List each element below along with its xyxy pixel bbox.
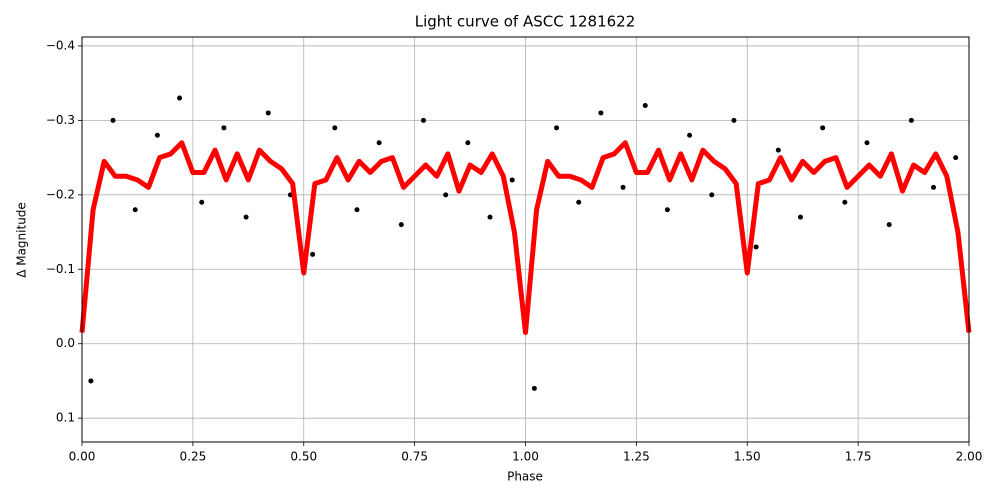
data-point	[953, 155, 959, 161]
data-point	[354, 207, 360, 213]
y-tick-label: −0.2	[46, 187, 75, 201]
x-tick-label: 1.50	[734, 450, 761, 464]
data-point	[443, 192, 449, 198]
y-tick-label: −0.4	[46, 38, 75, 52]
data-point	[642, 102, 648, 108]
x-tick-label: 1.25	[623, 450, 650, 464]
data-point	[88, 378, 94, 384]
data-point	[465, 140, 471, 146]
data-point	[886, 222, 892, 228]
data-point	[332, 125, 338, 131]
data-point	[864, 140, 870, 146]
data-point	[376, 140, 382, 146]
data-point	[775, 147, 781, 153]
data-point	[110, 117, 116, 123]
data-point	[310, 251, 316, 257]
data-point	[554, 125, 560, 131]
x-tick-label: 0.25	[180, 450, 207, 464]
y-tick-label: −0.1	[46, 262, 75, 276]
model-line	[79, 140, 972, 336]
x-tick-label: 1.00	[512, 450, 539, 464]
data-point	[509, 177, 515, 183]
x-tick-label: 0.75	[401, 450, 428, 464]
data-point	[199, 199, 205, 205]
data-point	[820, 125, 826, 131]
data-point	[664, 207, 670, 213]
data-point	[753, 244, 759, 250]
data-point	[620, 184, 626, 190]
data-point	[687, 132, 693, 138]
data-point	[398, 222, 404, 228]
plot-frame	[81, 36, 970, 443]
y-tick-label: 0.1	[56, 411, 75, 425]
x-axis-label: Phase	[507, 470, 543, 484]
data-point	[154, 132, 160, 138]
data-point	[221, 125, 227, 131]
chart-title: Light curve of ASCC 1281622	[415, 13, 636, 31]
data-point	[709, 192, 715, 198]
data-point	[908, 117, 914, 123]
data-point	[598, 110, 604, 116]
data-point	[842, 199, 848, 205]
x-tick-label: 0.50	[290, 450, 317, 464]
data-point	[531, 385, 537, 391]
data-point	[420, 117, 426, 123]
data-point	[265, 110, 271, 116]
data-point	[576, 199, 582, 205]
data-point	[931, 184, 937, 190]
data-point	[797, 214, 803, 220]
data-point	[731, 117, 737, 123]
y-tick-label: −0.3	[46, 113, 75, 127]
x-tick-label: 1.75	[845, 450, 872, 464]
data-point	[132, 207, 138, 213]
y-tick-label: 0.0	[56, 336, 75, 350]
x-tick-label: 0.00	[69, 450, 96, 464]
x-tick-label: 2.00	[956, 450, 983, 464]
data-point	[177, 95, 183, 101]
data-point	[487, 214, 493, 220]
data-point	[243, 214, 249, 220]
y-axis-label: Δ Magnitude	[15, 202, 29, 278]
